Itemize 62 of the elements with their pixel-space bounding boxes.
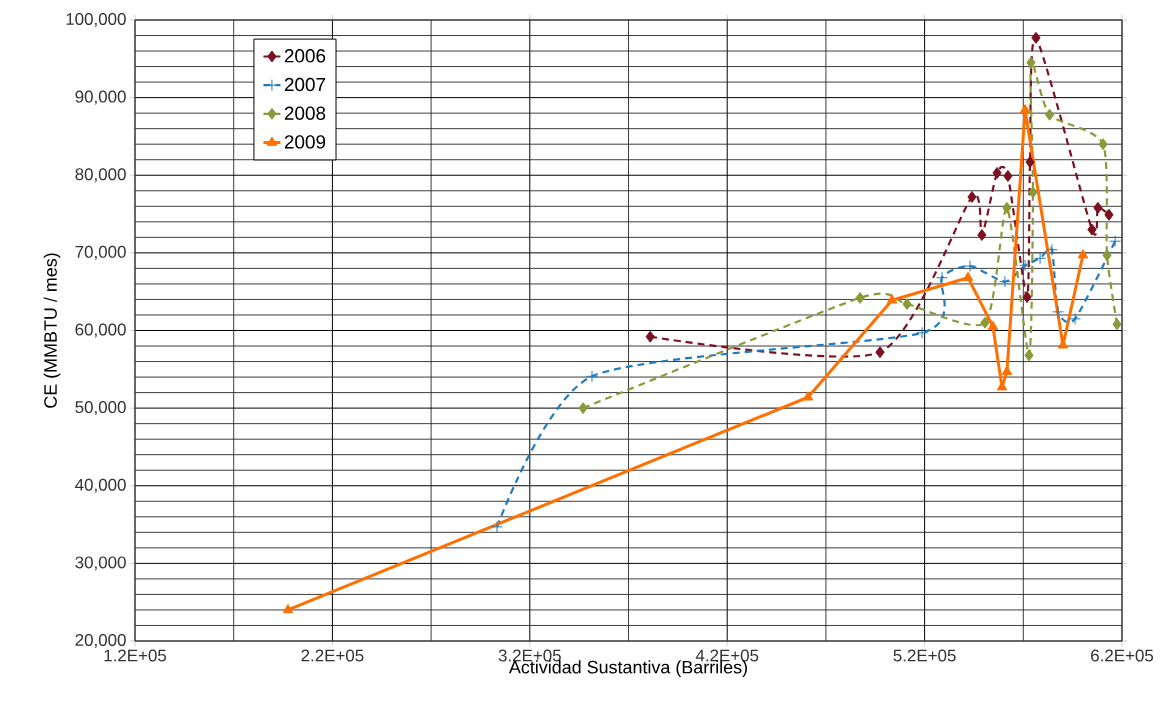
legend-label: 2007	[284, 77, 326, 92]
point	[1019, 104, 1031, 114]
point	[1077, 249, 1089, 259]
point	[977, 229, 987, 241]
point	[1104, 208, 1114, 221]
point	[1087, 223, 1097, 236]
point	[886, 294, 898, 304]
point	[1112, 318, 1122, 331]
point	[902, 298, 912, 311]
x-tick-label: 5.2E+05	[893, 649, 956, 662]
legend-label: 2009	[284, 135, 326, 149]
point	[1069, 312, 1082, 325]
y-axis-title: CE (MMBTU / mes)	[43, 253, 61, 408]
point	[964, 260, 976, 273]
point	[967, 191, 977, 203]
legend-label: 2008	[284, 106, 326, 120]
x-tick-label: 4.2E+05	[695, 649, 759, 662]
y-tick-label: 30,000	[75, 556, 126, 571]
point	[645, 330, 655, 343]
point	[987, 320, 999, 330]
point	[802, 391, 814, 401]
point	[1019, 259, 1032, 272]
y-tick-label: 80,000	[75, 168, 126, 183]
x-tick-label: 6.2E+05	[1091, 649, 1154, 662]
point	[855, 291, 865, 304]
point	[1044, 108, 1055, 121]
y-tick-label: 20,000	[75, 634, 126, 648]
point	[992, 166, 1002, 179]
point	[282, 603, 294, 614]
point	[1031, 31, 1041, 44]
x-axis-title: Actividad Sustantiva (Barriles)	[508, 660, 747, 678]
point	[1052, 305, 1065, 318]
point	[875, 346, 885, 359]
point	[1026, 56, 1036, 69]
y-tick-label: 40,000	[75, 478, 126, 493]
point	[980, 316, 990, 329]
point	[1045, 243, 1058, 256]
point	[1093, 201, 1103, 214]
point	[936, 271, 948, 284]
point	[1098, 138, 1108, 151]
x-tick-label: 1.2E+05	[104, 649, 167, 662]
point	[962, 271, 974, 281]
point	[1003, 170, 1013, 182]
point	[578, 402, 588, 415]
legend-label: 2006	[284, 49, 326, 63]
point	[916, 326, 929, 339]
point	[1102, 249, 1112, 262]
y-tick-label: 70,000	[75, 245, 126, 260]
point	[1034, 252, 1047, 265]
x-tick-label: 2.2E+05	[301, 649, 364, 662]
y-tick-label: 90,000	[75, 90, 126, 105]
x-tick-label: 3.2E+05	[498, 649, 561, 662]
point	[1109, 235, 1122, 248]
y-tick-label: 60,000	[75, 323, 126, 338]
point	[1002, 201, 1012, 214]
y-tick-label: 100,000	[66, 12, 126, 27]
y-tick-label: 50,000	[75, 401, 126, 416]
point	[1022, 291, 1032, 304]
point	[586, 370, 598, 383]
point	[491, 520, 504, 533]
point	[1024, 349, 1034, 362]
point	[998, 275, 1011, 288]
